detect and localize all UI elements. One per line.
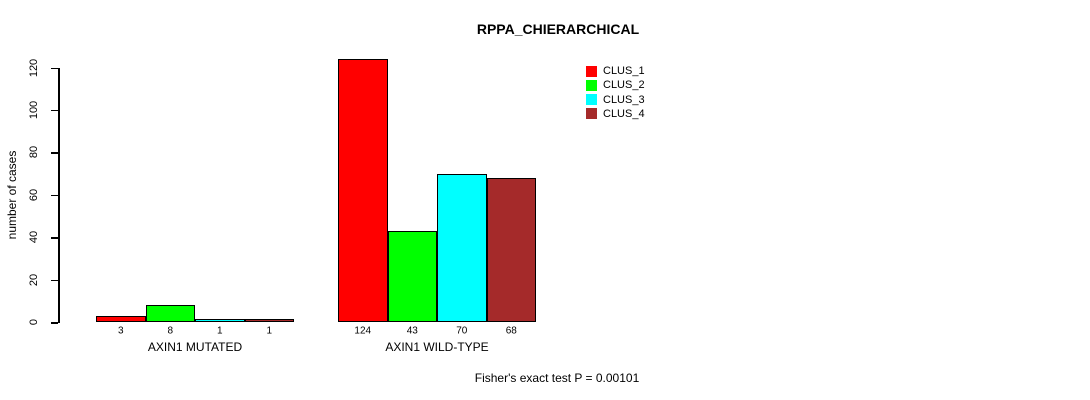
bar-value-label: 68 — [505, 325, 517, 337]
bar-clus_3 — [437, 173, 487, 322]
bar-clus_1 — [338, 59, 388, 322]
legend-item-label: CLUS_4 — [603, 107, 645, 120]
bar-value-label: 70 — [456, 325, 468, 337]
footnote-fisher-test: Fisher's exact test P = 0.00101 — [474, 371, 640, 385]
bar-value-label: 1 — [216, 325, 223, 337]
bar-value-label: 124 — [354, 325, 372, 337]
x-group-label: AXIN1 MUTATED — [147, 340, 243, 354]
y-tick-mark — [51, 109, 58, 112]
legend-item-label: CLUS_2 — [603, 79, 645, 92]
bar-clus_2 — [145, 305, 195, 322]
bar-clus_4 — [486, 177, 536, 322]
legend-item-label: CLUS_3 — [603, 93, 645, 106]
y-tick-label: 120 — [28, 58, 40, 77]
bar-value-label: 1 — [266, 325, 273, 337]
legend-swatch-icon — [586, 94, 597, 106]
y-axis-label: number of cases — [5, 150, 19, 240]
y-tick-label: 100 — [28, 100, 40, 120]
y-tick-label: 60 — [28, 188, 40, 201]
legend-item: CLUS_3 — [586, 94, 645, 106]
bar-clus_4 — [244, 319, 294, 322]
x-group-label: AXIN1 WILD-TYPE — [385, 340, 489, 354]
legend-swatch-icon — [586, 108, 597, 120]
y-tick-mark — [51, 322, 58, 324]
y-tick-mark — [51, 279, 58, 282]
y-tick-label: 40 — [28, 231, 40, 244]
legend-swatch-icon — [586, 65, 597, 77]
legend-swatch-icon — [586, 79, 597, 91]
bar-clus_3 — [195, 319, 245, 322]
legend-item: CLUS_1 — [586, 65, 645, 77]
legend-item-label: CLUS_1 — [603, 65, 645, 77]
bar-clus_2 — [387, 230, 437, 322]
y-axis-line — [58, 67, 60, 323]
y-tick-label: 20 — [28, 273, 40, 286]
y-tick-label: 0 — [28, 318, 40, 326]
legend-item: CLUS_2 — [586, 79, 645, 91]
chart-title: RPPA_CHIERARCHICAL — [476, 21, 640, 37]
bar-clus_1 — [96, 315, 146, 322]
y-tick-mark — [51, 237, 58, 239]
bar-value-label: 8 — [167, 325, 174, 337]
y-tick-label: 80 — [28, 146, 40, 159]
legend-item: CLUS_4 — [586, 108, 645, 120]
y-tick-mark — [51, 152, 58, 154]
bar-value-label: 43 — [406, 325, 418, 337]
y-tick-mark — [51, 194, 58, 197]
bar-value-label: 3 — [117, 325, 124, 337]
y-tick-mark — [51, 67, 58, 69]
